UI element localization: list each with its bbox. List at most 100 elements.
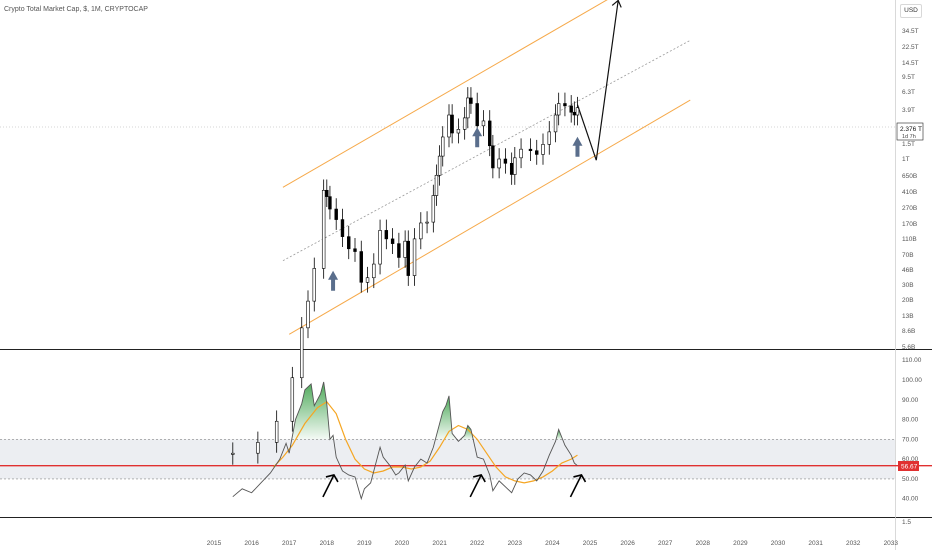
- candle[interactable]: [328, 196, 332, 210]
- candle[interactable]: [488, 120, 492, 147]
- price-tick-label: 9.5T: [902, 74, 915, 81]
- candle[interactable]: [365, 277, 370, 283]
- time-tick-label: 2015: [207, 540, 222, 547]
- candle[interactable]: [359, 251, 363, 283]
- candle[interactable]: [575, 107, 580, 116]
- candle[interactable]: [547, 131, 551, 145]
- price-tick-label: 22.5T: [902, 44, 919, 51]
- candle[interactable]: [390, 238, 395, 244]
- candle[interactable]: [437, 155, 442, 176]
- candle[interactable]: [378, 230, 382, 265]
- indicator-tick-label: 100.00: [902, 377, 922, 384]
- indicator-badge-value: 56.67: [901, 464, 918, 471]
- candle[interactable]: [466, 97, 470, 119]
- candle[interactable]: [456, 129, 461, 134]
- candle[interactable]: [469, 97, 473, 104]
- time-tick-label: 2028: [696, 540, 711, 547]
- price-tick-label: 270B: [902, 205, 917, 212]
- candle[interactable]: [419, 222, 423, 240]
- candle[interactable]: [528, 148, 533, 152]
- channel-line-lower[interactable]: [288, 99, 691, 335]
- candle[interactable]: [312, 268, 316, 302]
- candle[interactable]: [325, 189, 329, 197]
- indicator-line[interactable]: [232, 381, 578, 501]
- candle[interactable]: [491, 145, 495, 169]
- rsi-arrow-2018-head: [325, 474, 339, 483]
- indicator-tick-label: 110.00: [902, 357, 922, 364]
- projection-path[interactable]: [576, 0, 619, 161]
- annotation-arrow-icon: [328, 270, 339, 291]
- time-tick-label: 2020: [395, 540, 410, 547]
- indicator-pane[interactable]: [0, 381, 932, 501]
- indicator-average-line[interactable]: [273, 400, 578, 484]
- price-pane[interactable]: [231, 0, 691, 465]
- price-tick-label: 46B: [902, 267, 914, 274]
- candle[interactable]: [447, 114, 451, 138]
- candle[interactable]: [572, 111, 577, 116]
- candle[interactable]: [481, 120, 486, 127]
- candle[interactable]: [497, 158, 501, 169]
- candle[interactable]: [519, 148, 523, 159]
- time-tick-label: 2019: [357, 540, 372, 547]
- candle[interactable]: [563, 103, 567, 107]
- time-tick-label: 2032: [846, 540, 861, 547]
- rsi-arrow-2018: [322, 474, 335, 498]
- candle[interactable]: [513, 157, 517, 175]
- time-tick-label: 2029: [733, 540, 748, 547]
- candle[interactable]: [384, 230, 389, 240]
- annotation-arrow-icon: [572, 136, 583, 157]
- price-badge: 2.376 T 1d 7h: [896, 122, 924, 141]
- price-tick-label: 8.6B: [902, 328, 915, 335]
- candle[interactable]: [541, 144, 545, 155]
- candle[interactable]: [553, 114, 558, 133]
- candle[interactable]: [556, 103, 561, 116]
- candle[interactable]: [306, 300, 310, 329]
- candle[interactable]: [256, 442, 260, 454]
- candle[interactable]: [300, 327, 304, 379]
- price-tick-label: 650B: [902, 173, 917, 180]
- time-tick-label: 2022: [470, 540, 485, 547]
- candle[interactable]: [535, 150, 539, 155]
- indicator-band: [0, 439, 895, 479]
- candle[interactable]: [231, 452, 235, 455]
- candle[interactable]: [334, 208, 338, 220]
- indicator-tick-label: 40.00: [902, 496, 919, 503]
- candle[interactable]: [509, 163, 514, 175]
- price-tick-label: 1T: [902, 156, 910, 163]
- channel-line-upper[interactable]: [282, 0, 690, 188]
- indicator-tick-label: 80.00: [902, 417, 919, 424]
- currency-button[interactable]: USD: [900, 4, 922, 18]
- candle[interactable]: [441, 136, 445, 157]
- candle[interactable]: [397, 243, 401, 258]
- candle[interactable]: [406, 240, 410, 276]
- time-tick-label: 2021: [432, 540, 447, 547]
- candle[interactable]: [569, 105, 573, 113]
- candle[interactable]: [431, 195, 436, 223]
- time-tick-label: 2031: [808, 540, 823, 547]
- candle[interactable]: [450, 114, 454, 134]
- candle[interactable]: [403, 240, 407, 258]
- price-badge-value: 2.376 T: [900, 126, 922, 133]
- price-tick-label: 170B: [902, 221, 917, 228]
- candle[interactable]: [321, 189, 326, 269]
- channel-line-middle[interactable]: [282, 39, 691, 262]
- candle[interactable]: [434, 174, 439, 196]
- candle[interactable]: [340, 219, 345, 237]
- price-badge-countdown: 1d 7h: [902, 134, 916, 140]
- candle[interactable]: [353, 248, 357, 252]
- candle[interactable]: [462, 117, 467, 130]
- candle[interactable]: [503, 158, 508, 164]
- candle[interactable]: [412, 238, 417, 276]
- candle[interactable]: [347, 236, 351, 250]
- candle[interactable]: [274, 420, 279, 443]
- candle[interactable]: [290, 377, 295, 422]
- candle[interactable]: [475, 103, 479, 127]
- time-tick-label: 2017: [282, 540, 297, 547]
- candle[interactable]: [372, 263, 376, 279]
- time-tick-label: 2026: [620, 540, 635, 547]
- time-tick-label: 2023: [508, 540, 523, 547]
- time-tick-label: 2024: [545, 540, 560, 547]
- overbought-fill: [291, 381, 334, 440]
- candle[interactable]: [425, 221, 429, 224]
